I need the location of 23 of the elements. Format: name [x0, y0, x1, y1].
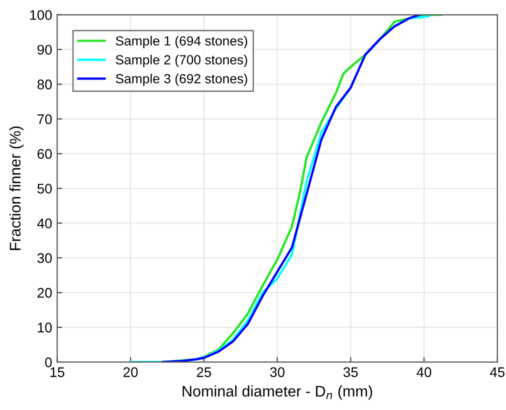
x-tick-label: 20 [124, 367, 138, 378]
x-tick-label: 25 [196, 367, 212, 378]
y-tick-label: 40 [37, 218, 52, 228]
legend-label: Sample 1 (694 stones) [116, 36, 248, 48]
y-tick-label: 0 [45, 357, 52, 368]
y-tick-label: 50 [37, 184, 52, 194]
x-tick-label: 35 [343, 367, 358, 378]
legend-label: Sample 3 (692 stones) [116, 74, 248, 86]
x-tick-label: 15 [50, 367, 64, 378]
y-tick-label: 60 [38, 149, 52, 159]
x-tick-label: 40 [416, 367, 432, 378]
y-axis-title: Fraction finner (%) [9, 126, 24, 250]
y-tick-label: 10 [38, 322, 52, 332]
y-tick-label: 100 [30, 10, 52, 20]
x-tick-label: 45 [490, 367, 505, 378]
y-tick-label: 20 [38, 288, 52, 298]
y-tick-label: 30 [37, 253, 52, 264]
y-tick-label: 70 [38, 114, 52, 124]
y-tick-label: 80 [37, 80, 52, 90]
legend-label: Sample 2 (700 stones) [116, 54, 248, 68]
x-axis-title: Nominal diameter - D$_{n}$ (mm) [182, 385, 372, 400]
x-tick-label: 30 [270, 367, 284, 378]
y-tick-label: 90 [38, 44, 52, 55]
